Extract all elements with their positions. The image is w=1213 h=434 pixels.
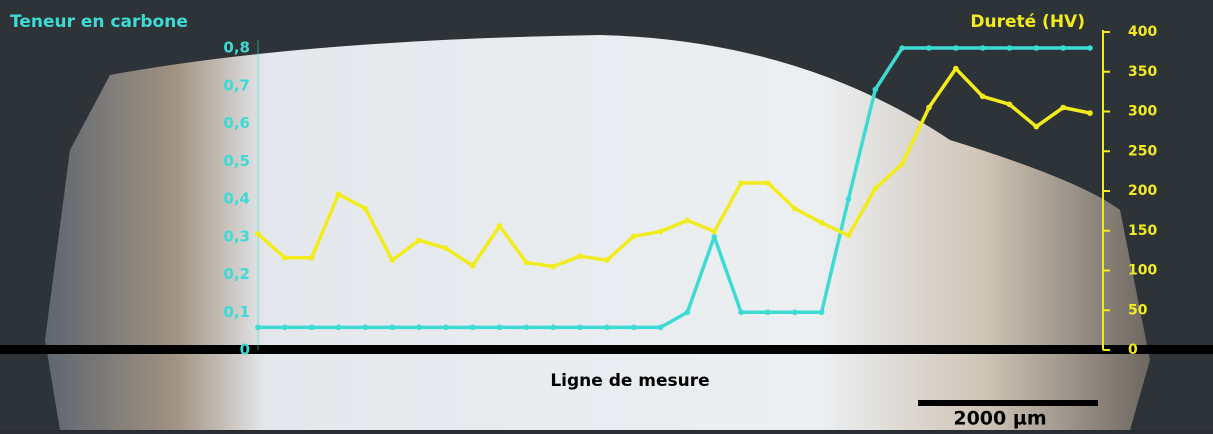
data-point [765,180,771,186]
data-point [899,45,905,51]
series-line [256,66,1091,269]
data-point [926,104,932,111]
data-point [604,324,610,331]
data-point [496,223,503,229]
data-point [469,262,476,269]
data-point [979,45,986,51]
y2-tick-label: 0 [1128,342,1138,358]
data-point [657,228,664,235]
data-point [845,232,852,239]
y2-tick-label: 100 [1128,263,1157,279]
data-point [818,309,825,316]
data-point [872,185,879,192]
data-point [711,228,718,235]
data-point [765,309,771,316]
data-point [255,324,261,331]
y2-axis-title: Dureté (HV) [970,12,1085,32]
data-point [308,324,315,331]
data-point [630,324,637,331]
data-point [1087,45,1093,51]
data-point [282,324,288,331]
y-tick-label: 0,2 [223,265,250,283]
data-point [1033,45,1040,51]
data-point [1060,45,1066,51]
y-tick-label: 0,7 [223,76,250,94]
data-point [711,233,718,240]
data-point [362,205,369,212]
data-point [550,324,557,331]
data-point [443,245,449,252]
y2-tick-label: 150 [1128,223,1157,239]
data-point [1033,123,1040,130]
data-point [469,324,476,331]
data-point [1006,101,1013,108]
data-point [791,205,798,212]
y-tick-label: 0,4 [223,190,250,208]
data-point [818,220,825,226]
y-tick-label: 0,3 [223,227,250,245]
data-point [684,217,691,224]
data-point [684,309,691,316]
x-axis-title: Ligne de mesure [550,371,709,391]
data-point [523,259,530,266]
data-point [416,324,422,331]
data-point [335,324,342,331]
data-point [362,324,369,331]
y2-tick-label: 250 [1128,143,1157,159]
data-point [791,309,798,316]
y2-tick-label: 50 [1128,302,1148,318]
y-tick-label: 0,6 [223,114,250,132]
data-point [738,309,744,316]
scale-bar [918,400,1098,406]
data-point [577,253,583,259]
data-point [282,254,288,261]
data-point [1006,45,1013,51]
data-point [416,237,422,244]
data-point [389,324,395,331]
data-point [979,93,986,100]
y2-tick-label: 300 [1128,104,1157,120]
data-point [443,324,449,331]
data-point [630,233,637,240]
data-point [738,180,744,186]
data-point [604,257,610,263]
data-point [953,65,959,72]
y2-tick-label: 400 [1128,24,1157,40]
data-point [1087,110,1093,116]
data-point [872,86,879,93]
data-point [496,324,503,331]
y-tick-label: 0 [240,341,250,359]
y-tick-label: 0,5 [223,152,250,170]
y-axis-title: Teneur en carbone [10,12,188,32]
data-point [953,45,959,51]
scale-bar-label: 2000 µm [953,408,1046,430]
measure-line [0,345,1213,354]
data-point [577,324,583,331]
y-tick-label: 0,1 [223,303,250,321]
data-point [1060,104,1066,111]
data-point [308,254,315,261]
specimen [45,35,1150,430]
y-tick-label: 0,8 [223,39,250,57]
y2-tick-label: 200 [1128,183,1157,199]
data-point [389,257,395,263]
data-point [899,161,905,167]
data-point [657,324,664,331]
data-point [845,196,852,202]
y2-tick-label: 350 [1128,64,1157,80]
data-point [255,231,261,237]
data-point [550,263,557,270]
data-point [926,45,932,51]
series-line [258,46,1090,330]
data-point [523,324,530,331]
data-point [335,191,342,197]
